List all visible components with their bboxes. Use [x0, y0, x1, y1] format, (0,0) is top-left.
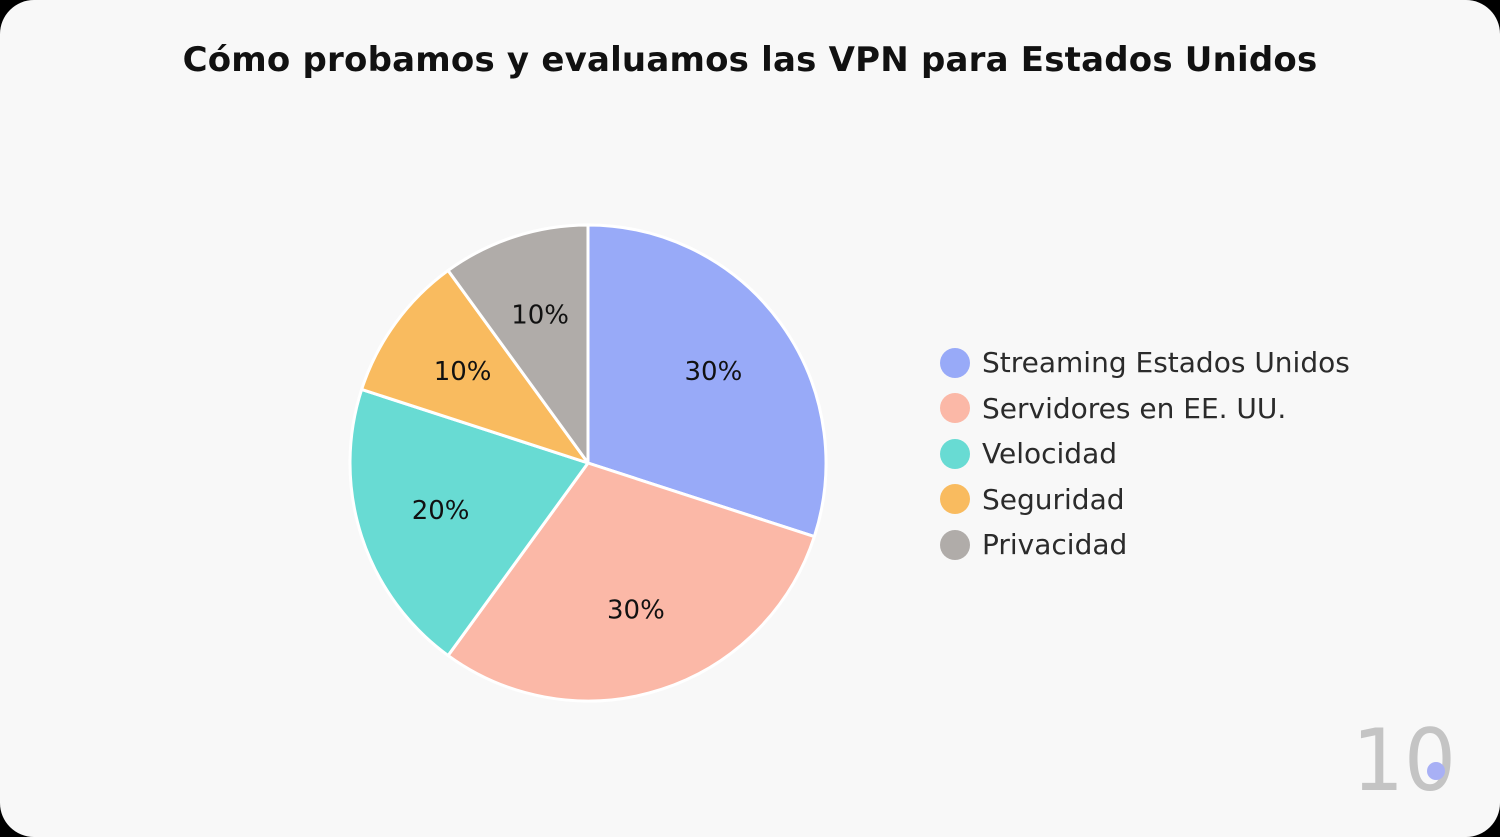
pie-slice-0 — [586, 223, 828, 539]
slice-label-1: 30% — [607, 595, 665, 625]
legend-swatch-3 — [940, 484, 970, 515]
legend-label-3: Seguridad — [982, 482, 1125, 516]
legend-swatch-4 — [940, 529, 970, 560]
legend-item-0: Streaming Estados Unidos — [940, 340, 1350, 386]
legend-label-4: Privacidad — [982, 528, 1128, 562]
logo-text: 10 — [1352, 726, 1456, 798]
legend-label-0: Streaming Estados Unidos — [982, 346, 1350, 380]
legend-swatch-1 — [940, 393, 970, 424]
pie-slice-3 — [360, 268, 590, 465]
chart-title: Cómo probamos y evaluamos las VPN para E… — [182, 40, 1318, 80]
pie-slice-4 — [446, 223, 590, 465]
chart-legend: Streaming Estados Unidos Servidores en EE… — [940, 340, 1350, 568]
legend-item-3: Seguridad — [940, 477, 1350, 523]
slice-label-2: 20% — [412, 496, 470, 526]
legend-swatch-2 — [940, 438, 970, 469]
logo-icon: 10 — [1352, 726, 1456, 798]
slice-label-3: 10% — [434, 357, 492, 387]
legend-swatch-0 — [940, 347, 970, 378]
pie-slice-2 — [348, 387, 590, 658]
logo-dot — [1427, 762, 1445, 780]
legend-label-1: Servidores en EE. UU. — [982, 391, 1287, 425]
pie-slice-1 — [446, 461, 816, 703]
slice-label-4: 10% — [511, 301, 569, 331]
legend-item-1: Servidores en EE. UU. — [940, 386, 1350, 432]
slice-label-0: 30% — [684, 357, 742, 387]
legend-label-2: Velocidad — [982, 437, 1117, 471]
legend-item-4: Privacidad — [940, 522, 1350, 568]
legend-item-2: Velocidad — [940, 431, 1350, 477]
